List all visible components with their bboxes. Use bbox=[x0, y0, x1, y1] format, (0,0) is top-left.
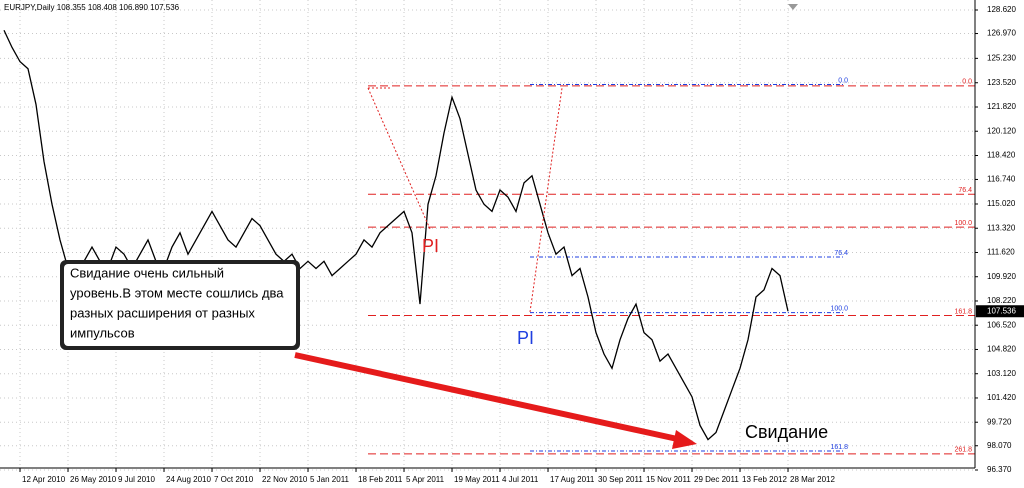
callout-line: разных расширения от разных bbox=[70, 305, 255, 320]
y-tick-label: 113.320 bbox=[987, 223, 1016, 232]
y-tick-label: 126.970 bbox=[987, 29, 1016, 38]
fib-label: 100.0 bbox=[830, 306, 848, 313]
arrow bbox=[294, 352, 683, 443]
fib-label: 161.8 bbox=[830, 444, 848, 451]
callout-line: импульсов bbox=[70, 325, 135, 340]
x-tick-label: 17 Aug 2011 bbox=[550, 475, 595, 484]
x-tick-label: 7 Oct 2010 bbox=[214, 475, 254, 484]
y-tick-label: 106.520 bbox=[987, 320, 1016, 329]
fib-label: 0.0 bbox=[962, 79, 972, 86]
fib-construction bbox=[529, 87, 563, 313]
x-tick-label: 24 Aug 2010 bbox=[166, 475, 211, 484]
y-tick-label: 123.520 bbox=[987, 78, 1016, 87]
callout-body bbox=[64, 264, 296, 346]
pi-label: PI bbox=[422, 236, 439, 256]
fib-label: 76.4 bbox=[958, 187, 972, 194]
x-tick-label: 30 Sep 2011 bbox=[598, 475, 643, 484]
price-box-label: 107.536 bbox=[987, 306, 1016, 315]
y-tick-label: 104.820 bbox=[987, 345, 1016, 354]
arrow-head bbox=[672, 430, 697, 449]
callout: Свидание очень сильный уровень.В этом ме… bbox=[60, 260, 300, 350]
y-tick-label: 121.820 bbox=[987, 102, 1016, 111]
y-tick-label: 118.420 bbox=[987, 151, 1016, 160]
y-tick-label: 103.120 bbox=[987, 369, 1016, 378]
fib-label: 0.0 bbox=[838, 77, 848, 84]
y-tick-label: 111.620 bbox=[987, 248, 1015, 257]
fib-label: 261.8 bbox=[954, 447, 972, 454]
y-tick-label: 99.720 bbox=[987, 417, 1012, 426]
y-tick-label: 125.230 bbox=[987, 53, 1016, 62]
x-tick-label: 29 Dec 2011 bbox=[694, 475, 739, 484]
x-tick-label: 28 Mar 2012 bbox=[790, 475, 835, 484]
grid bbox=[0, 0, 975, 471]
x-tick-label: 15 Nov 2011 bbox=[646, 475, 691, 484]
fib-label: 161.8 bbox=[954, 308, 972, 315]
y-tick-label: 98.070 bbox=[987, 441, 1012, 450]
x-tick-label: 12 Apr 2010 bbox=[22, 475, 66, 484]
x-tick-label: 5 Apr 2011 bbox=[406, 475, 445, 484]
callout-line: Свидание очень сильный bbox=[70, 265, 224, 280]
x-tick-label: 9 Jul 2010 bbox=[118, 475, 155, 484]
x-tick-label: 13 Feb 2012 bbox=[742, 475, 787, 484]
y-tick-label: 120.120 bbox=[987, 126, 1016, 135]
x-tick-label: 18 Feb 2011 bbox=[358, 475, 403, 484]
scroll-marker bbox=[788, 4, 798, 10]
y-tick-label: 116.740 bbox=[987, 175, 1016, 184]
y-tick-label: 115.020 bbox=[987, 199, 1016, 208]
x-tick-label: 19 May 2011 bbox=[454, 475, 500, 484]
y-tick-label: 108.220 bbox=[987, 296, 1016, 305]
y-tick-label: 101.420 bbox=[987, 393, 1016, 402]
callout-line: уровень.В этом месте сошлись два bbox=[70, 285, 284, 300]
x-tick-label: 5 Jan 2011 bbox=[310, 475, 350, 484]
y-tick-label: 96.370 bbox=[987, 465, 1012, 474]
header: EURJPY,Daily 108.355 108.408 106.890 107… bbox=[4, 3, 180, 12]
x-tick-label: 22 Nov 2010 bbox=[262, 475, 308, 484]
x-tick-label: 4 Jul 2011 bbox=[502, 475, 539, 484]
fib-construction bbox=[367, 87, 431, 230]
y-tick-label: 128.620 bbox=[987, 5, 1016, 14]
price-box bbox=[976, 305, 1024, 318]
fib-label: 100.0 bbox=[954, 220, 972, 227]
x-tick-label: 26 May 2010 bbox=[70, 475, 117, 484]
meeting-label: Свидание bbox=[745, 422, 828, 442]
fib-label: 76.4 bbox=[834, 250, 848, 257]
y-tick-label: 109.920 bbox=[987, 272, 1016, 281]
pi-label: PI bbox=[517, 328, 534, 348]
